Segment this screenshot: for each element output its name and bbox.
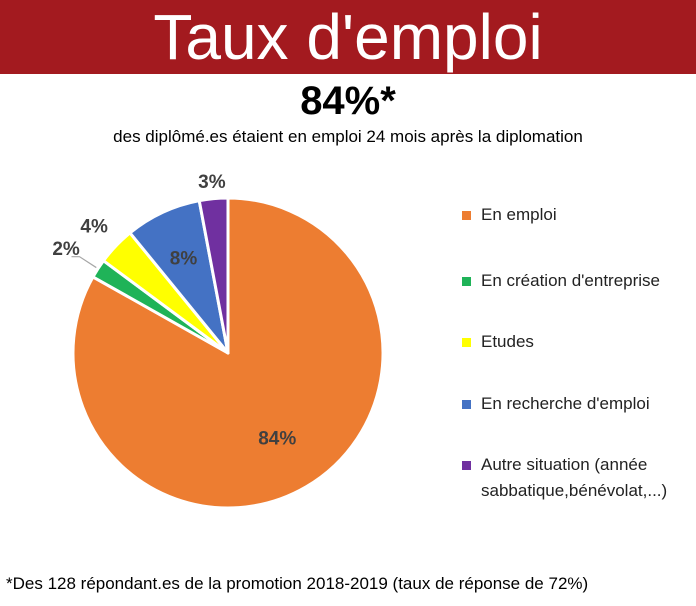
subtitle: des diplômé.es étaient en emploi 24 mois… bbox=[113, 127, 583, 146]
pie-chart: 84% 2%4% 8% 3% bbox=[52, 172, 385, 510]
legend-label-line1: Autre situation (année bbox=[481, 455, 648, 474]
legend-label: En emploi bbox=[481, 205, 557, 224]
data-label: 3% bbox=[198, 172, 226, 193]
legend-label: Autre situation (année sabbatique,bénévo… bbox=[481, 452, 667, 504]
legend-swatch bbox=[462, 211, 471, 220]
legend-label-line2: sabbatique,bénévolat,...) bbox=[481, 481, 668, 500]
footnote: *Des 128 répondant.es de la promotion 20… bbox=[6, 574, 589, 593]
page-title: Taux d'emploi bbox=[153, 1, 543, 73]
legend-label: En recherche d'emploi bbox=[481, 394, 650, 413]
data-label: 2% bbox=[52, 239, 80, 260]
legend-label: En création d'entreprise bbox=[481, 271, 661, 290]
title-banner: Taux d'emploi bbox=[0, 0, 696, 74]
pie-slice-en-emploi bbox=[71, 196, 385, 510]
legend-swatch bbox=[462, 277, 471, 286]
pie-slice-autre-situation bbox=[197, 196, 230, 355]
data-label: 4% bbox=[80, 216, 108, 237]
legend-label: Etudes bbox=[481, 332, 534, 351]
legend-swatch bbox=[462, 400, 471, 409]
data-label: 84% bbox=[258, 428, 296, 449]
legend-swatch bbox=[462, 461, 471, 470]
legend-swatch bbox=[462, 338, 471, 347]
leader-line bbox=[71, 256, 97, 269]
headline-percentage: 84%* bbox=[300, 79, 396, 123]
data-label: 8% bbox=[170, 248, 198, 269]
